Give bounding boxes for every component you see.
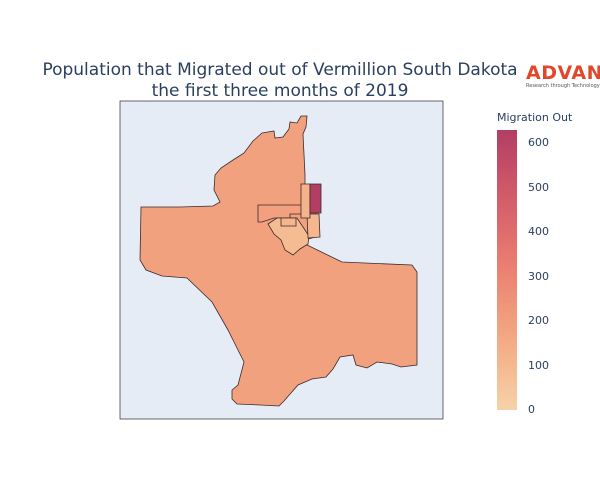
colorbar	[497, 130, 517, 410]
colorbar-tick-label: 600	[528, 136, 549, 150]
region-center-small[interactable]	[280, 217, 297, 227]
colorbar-tick-label: 100	[528, 358, 549, 372]
logo-tagline: Research through Technology	[526, 83, 600, 89]
region-north-strip[interactable]	[300, 183, 311, 219]
region-large-tract[interactable]	[139, 115, 418, 407]
chart-title-line1: Population that Migrated out of Vermilli…	[42, 60, 518, 80]
colorbar-tick-label: 300	[528, 269, 549, 283]
colorbar-tick-label: 500	[528, 180, 549, 194]
chart-title: Population that Migrated out of Vermilli…	[20, 60, 540, 102]
region-east-small[interactable]	[306, 213, 321, 239]
logo-wordmark: ADVAN	[526, 62, 600, 84]
colorbar-tick-label: 0	[528, 403, 535, 416]
colorbar-tick-label: 400	[528, 225, 549, 239]
colorbar-title: Migration Out	[497, 111, 573, 124]
region-northeast-block[interactable]	[309, 183, 322, 214]
chart-title-line2: the first three months of 2019	[151, 81, 409, 101]
advan-logo: ADVAN Research through Technology	[526, 62, 600, 89]
colorbar-tick-label: 200	[528, 314, 549, 328]
